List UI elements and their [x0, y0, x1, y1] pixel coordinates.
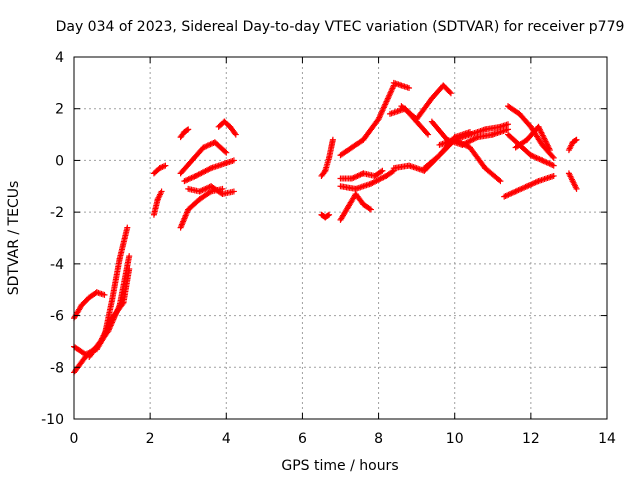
y-tick-label: -4 [50, 257, 64, 273]
data-point [546, 147, 553, 154]
data-point [126, 253, 133, 260]
data-point [549, 153, 556, 160]
x-tick-label: 14 [598, 431, 616, 447]
data-point [366, 205, 373, 212]
y-tick-label: -8 [50, 360, 64, 376]
data-point [206, 165, 213, 172]
data-point [446, 89, 453, 96]
data-points [71, 79, 580, 376]
x-axis-ticks: 0 2 4 6 8 10 12 14 [70, 57, 616, 447]
grid [74, 57, 607, 419]
data-point [232, 131, 239, 138]
data-point [222, 148, 229, 155]
data-point [231, 130, 238, 137]
x-tick-label: 8 [374, 431, 383, 447]
data-point [550, 154, 557, 161]
data-point [223, 149, 230, 156]
data-point [230, 157, 237, 164]
y-tick-label: -2 [50, 205, 64, 221]
data-point [378, 168, 385, 175]
data-point [473, 134, 480, 141]
data-point [158, 188, 165, 195]
data-point [126, 266, 133, 273]
data-point [325, 212, 332, 219]
data-point [497, 178, 504, 185]
y-tick-label: 2 [55, 102, 64, 118]
data-point [101, 291, 108, 298]
data-point [162, 162, 169, 169]
data-point [573, 185, 580, 192]
data-point [230, 188, 237, 195]
y-tick-label: 0 [55, 153, 64, 169]
y-axis-label: SDTVAR / TECUs [6, 181, 22, 296]
data-point [119, 300, 126, 307]
y-tick-label: -10 [41, 412, 64, 428]
data-point [550, 172, 557, 179]
x-tick-label: 6 [298, 431, 307, 447]
data-point [329, 136, 336, 143]
x-tick-label: 12 [522, 431, 540, 447]
data-point [447, 90, 454, 97]
data-point [185, 126, 192, 133]
data-point [550, 162, 557, 169]
data-point [379, 167, 386, 174]
data-point [124, 224, 131, 231]
x-tick-label: 2 [146, 431, 155, 447]
chart-title: Day 034 of 2023, Sidereal Day-to-day VTE… [56, 19, 625, 35]
plot-frame [73, 56, 608, 420]
data-point [219, 185, 226, 192]
data-point [505, 121, 512, 128]
data-point [496, 177, 503, 184]
data-point [505, 126, 512, 133]
data-point [572, 137, 579, 144]
data-point [206, 189, 213, 196]
x-tick-label: 0 [70, 431, 79, 447]
x-tick-label: 10 [446, 431, 464, 447]
y-tick-label: -6 [50, 309, 64, 325]
y-axis-ticks: -10 -8 -6 -4 -2 0 2 4 [41, 50, 607, 428]
data-point [326, 211, 333, 218]
data-point [367, 206, 374, 213]
data-point [406, 85, 413, 92]
x-axis-label: GPS time / hours [281, 458, 398, 474]
data-point [184, 127, 191, 134]
data-point [425, 131, 432, 138]
data-point [424, 130, 431, 137]
x-tick-label: 4 [222, 431, 231, 447]
data-point [573, 136, 580, 143]
y-tick-label: 4 [55, 50, 64, 66]
data-point [389, 168, 396, 175]
